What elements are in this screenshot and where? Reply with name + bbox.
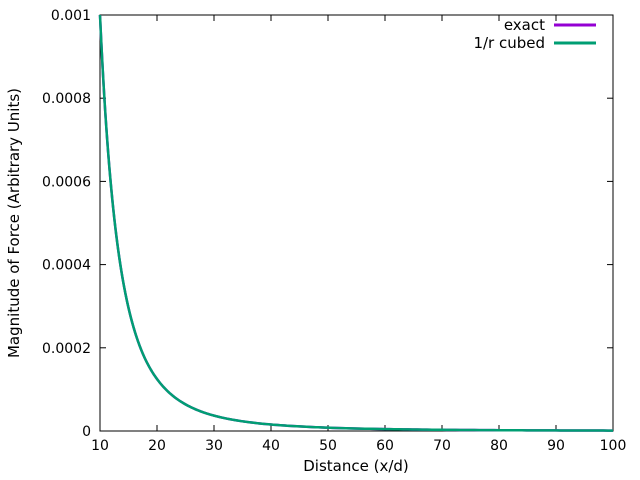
y-tick-label: 0.0002 <box>42 341 91 357</box>
y-axis-title: Magnitude of Force (Arbitrary Units) <box>5 88 23 358</box>
legend-label: exact <box>504 16 545 34</box>
x-tick-label: 90 <box>547 438 565 454</box>
series-line-r-cubed <box>98 14 614 432</box>
y-tick-label: 0 <box>82 424 91 440</box>
y-tick-label: 0.001 <box>51 8 91 24</box>
y-tick-label: 0.0004 <box>42 258 91 274</box>
y-axis-ticks: 0 0.0002 0.0004 0.0006 0.0008 0.001 <box>42 8 613 440</box>
x-tick-label: 80 <box>490 438 508 454</box>
series-line-exact <box>98 14 614 432</box>
series-lines <box>98 14 614 432</box>
legend-label: 1/r cubed <box>473 34 545 52</box>
x-axis-ticks: 10 20 30 40 50 60 70 80 90 100 <box>91 15 626 454</box>
x-tick-label: 10 <box>91 438 109 454</box>
x-tick-label: 50 <box>319 438 337 454</box>
x-tick-label: 100 <box>600 438 627 454</box>
x-tick-label: 40 <box>262 438 280 454</box>
plot-frame <box>99 14 614 432</box>
x-tick-label: 60 <box>376 438 394 454</box>
x-tick-label: 30 <box>205 438 223 454</box>
x-tick-label: 20 <box>148 438 166 454</box>
x-tick-label: 70 <box>433 438 451 454</box>
y-tick-label: 0.0008 <box>42 91 91 107</box>
y-tick-label: 0.0006 <box>42 174 91 190</box>
x-axis-title: Distance (x/d) <box>303 457 409 475</box>
